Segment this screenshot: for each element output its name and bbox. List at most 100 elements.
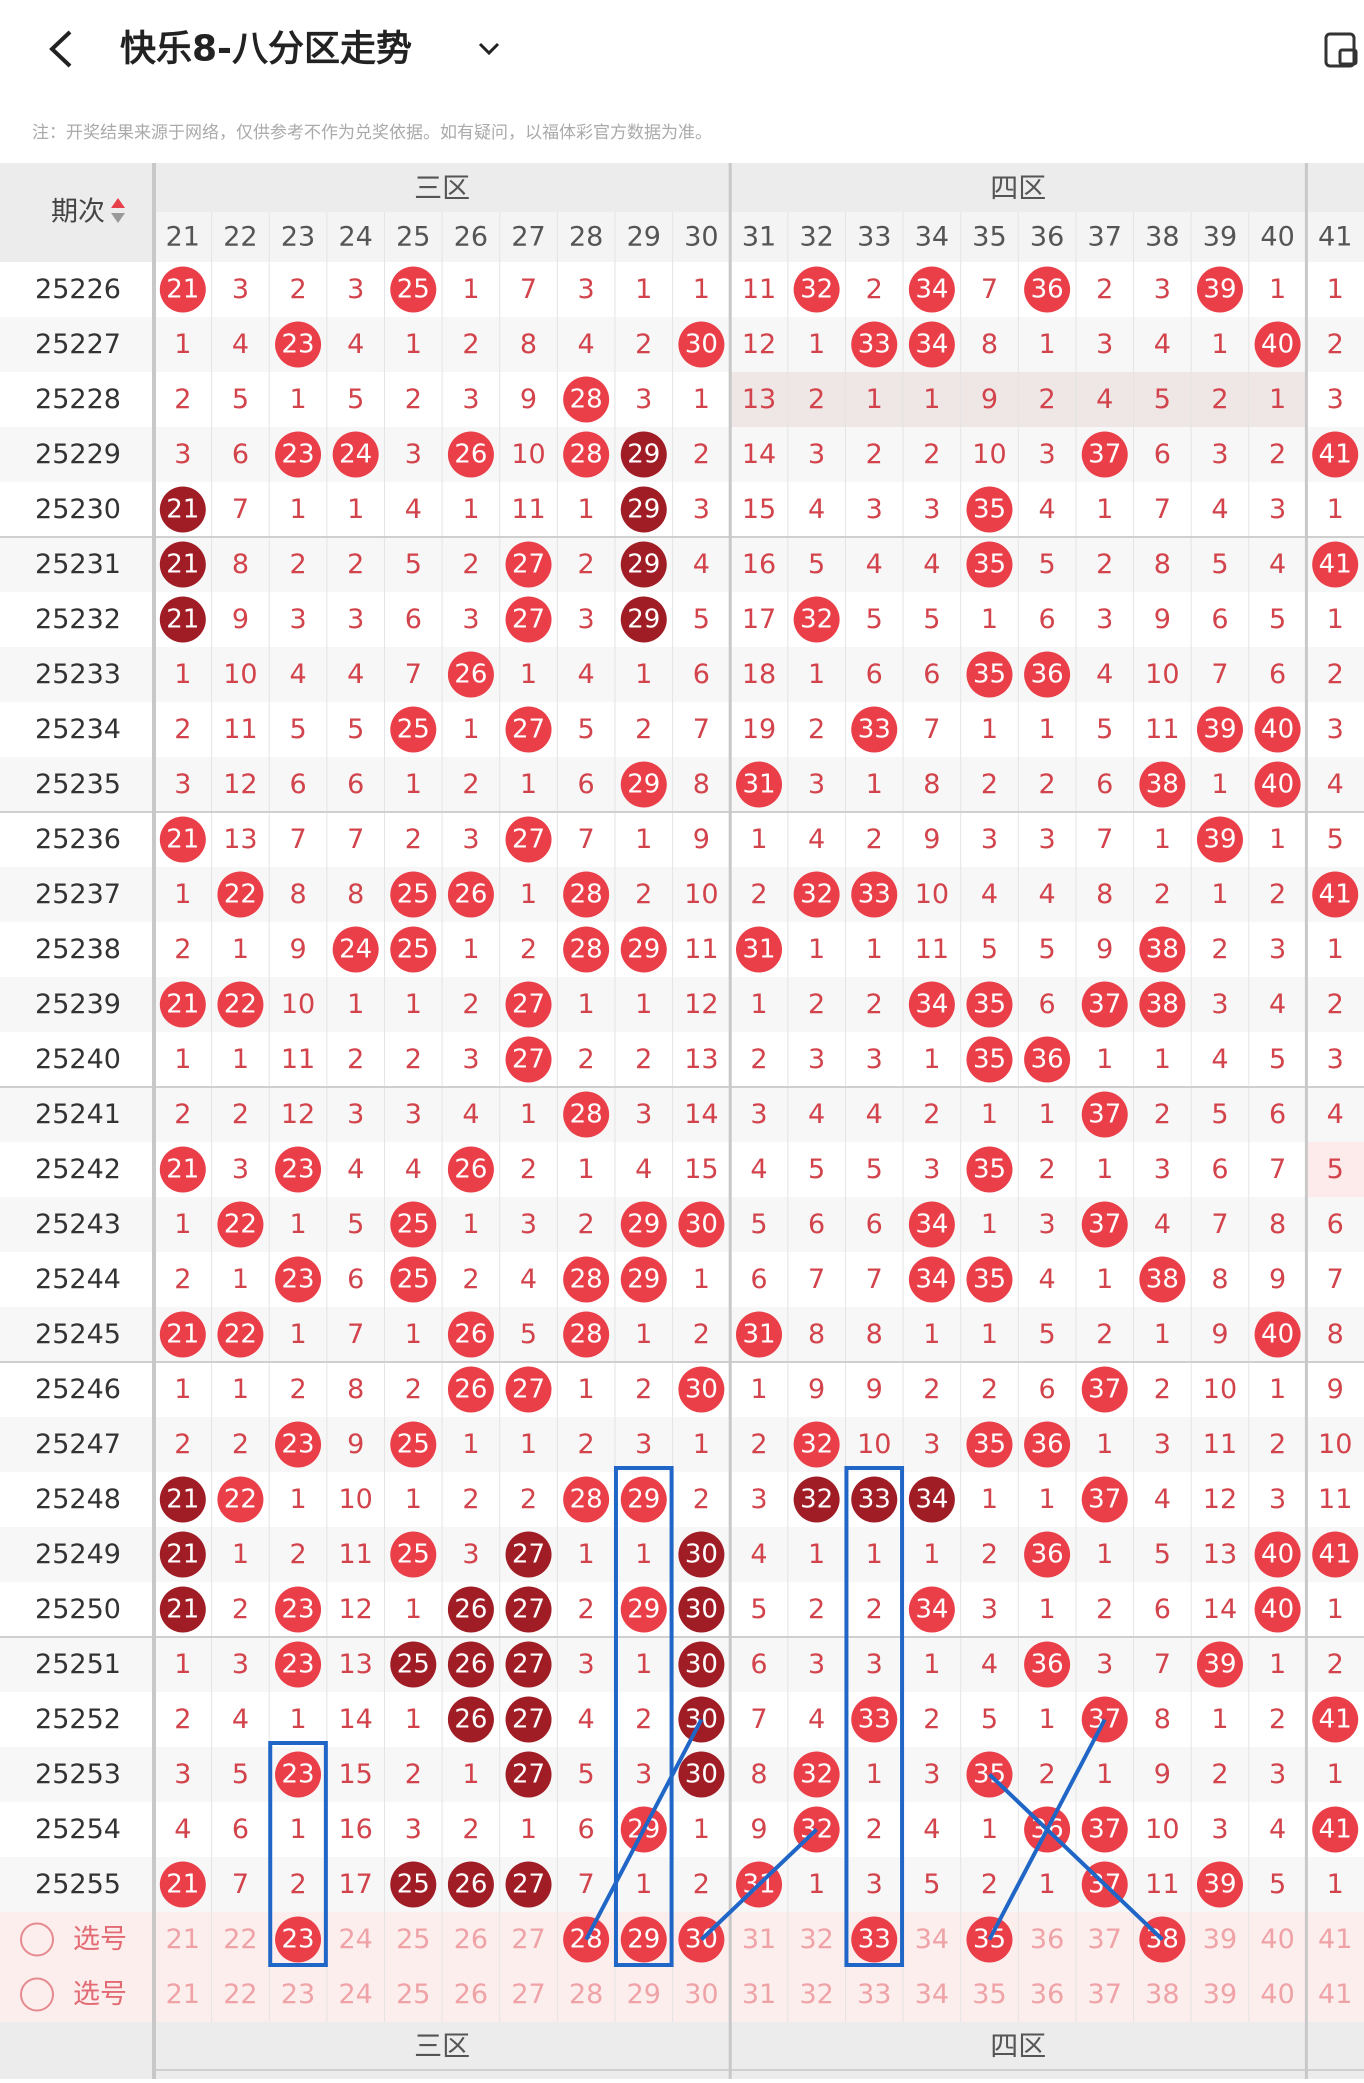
cell-value: 26 xyxy=(454,1979,488,2010)
cell-value: 9 xyxy=(1327,1374,1344,1405)
cell-value: 2 xyxy=(1327,989,1344,1020)
cell-value: 2 xyxy=(578,1594,595,1625)
cell-value: 30 xyxy=(685,1760,718,1790)
hit-ball xyxy=(678,1201,725,1248)
cell-value: 5 xyxy=(1039,549,1056,580)
hit-ball xyxy=(447,1311,494,1358)
cell-value: 4 xyxy=(232,1704,249,1735)
cell-value: 29 xyxy=(627,550,660,580)
hit-ball xyxy=(1312,871,1359,918)
period: 25234 xyxy=(35,714,121,745)
cell-value: 17 xyxy=(338,1869,372,1900)
cell-value: 1 xyxy=(347,989,364,1020)
cell-value: 5 xyxy=(289,714,306,745)
cell-value: 8 xyxy=(1154,1704,1171,1735)
cell-value: 3 xyxy=(1039,1209,1056,1240)
cell-value: 26 xyxy=(454,1870,487,1900)
cell-value: 25 xyxy=(396,1979,430,2010)
cell-value: 35 xyxy=(973,1155,1006,1185)
hit-ball xyxy=(1081,1366,1128,1413)
cell-value: 6 xyxy=(347,769,364,800)
cell-value: 1 xyxy=(693,384,710,415)
cell-value: 2 xyxy=(923,1374,940,1405)
cell-value: 4 xyxy=(808,1099,825,1130)
cell-value: 2 xyxy=(1327,1649,1344,1680)
cell-value: 6 xyxy=(405,604,422,635)
hit-ball xyxy=(505,596,552,643)
cell-value: 8 xyxy=(981,329,998,360)
hit-ball xyxy=(217,1311,264,1358)
cell-value: 1 xyxy=(635,1869,652,1900)
back-button[interactable] xyxy=(49,30,72,68)
cell-value: 28 xyxy=(570,1320,603,1350)
cell-value: 36 xyxy=(1031,1650,1064,1680)
cell-value: 21 xyxy=(166,1320,199,1350)
cell-value: 12 xyxy=(338,1594,372,1625)
cell-value: 4 xyxy=(1269,1814,1286,1845)
hit-ball xyxy=(563,1311,610,1358)
cell-value: 1 xyxy=(520,879,537,910)
cell-value: 33 xyxy=(858,880,891,910)
cell-value: 3 xyxy=(923,1759,940,1790)
cell-value: 3 xyxy=(1211,989,1228,1020)
cell-value: 14 xyxy=(742,439,776,470)
cell-value: 2 xyxy=(462,329,479,360)
annotation-line xyxy=(700,1828,819,1941)
cell-value: 5 xyxy=(1154,1539,1171,1570)
cell-value: 8 xyxy=(693,769,710,800)
cell-value: 8 xyxy=(347,1374,364,1405)
cell-value: 2 xyxy=(232,1099,249,1130)
cell-value: 3 xyxy=(347,604,364,635)
title-dropdown[interactable] xyxy=(478,42,500,56)
cell-value: 6 xyxy=(578,769,595,800)
select-toggle[interactable] xyxy=(20,1977,54,2012)
cell-value: 40 xyxy=(1261,1595,1294,1625)
column-number: 28 xyxy=(569,222,603,253)
cell-value: 5 xyxy=(1154,384,1171,415)
cell-value: 9 xyxy=(866,1374,883,1405)
cell-value: 1 xyxy=(174,329,191,360)
cell-value: 5 xyxy=(578,1759,595,1790)
cell-value: 29 xyxy=(627,1979,661,2010)
cell-value: 6 xyxy=(750,1264,767,1295)
cell-value: 1 xyxy=(1096,1429,1113,1460)
hit-ball xyxy=(793,1751,840,1798)
cell-value: 2 xyxy=(808,384,825,415)
cell-value: 27 xyxy=(512,715,545,745)
cell-value: 11 xyxy=(1203,1429,1237,1460)
cell-value: 4 xyxy=(923,1814,940,1845)
column-number: 25 xyxy=(396,222,430,253)
cell-value: 1 xyxy=(1039,1704,1056,1735)
cell-value: 3 xyxy=(1269,494,1286,525)
cell-value: 37 xyxy=(1088,990,1121,1020)
cell-value: 13 xyxy=(223,824,257,855)
cell-value: 36 xyxy=(1031,1430,1064,1460)
hit-ball-repeat xyxy=(447,1641,494,1688)
row-bg xyxy=(0,482,1364,537)
cell-value: 21 xyxy=(166,275,199,305)
cell-value: 26 xyxy=(454,1650,487,1680)
cell-value: 6 xyxy=(1327,1209,1344,1240)
cell-value: 4 xyxy=(578,329,595,360)
cell-value: 41 xyxy=(1319,880,1352,910)
column-number: 38 xyxy=(1145,222,1179,253)
hit-ball xyxy=(966,1036,1013,1083)
cell-value: 8 xyxy=(866,1319,883,1350)
hit-ball xyxy=(159,1311,206,1358)
cell-value: 4 xyxy=(1039,494,1056,525)
cell-value: 6 xyxy=(1211,1154,1228,1185)
cell-value: 27 xyxy=(512,1045,545,1075)
orientation-icon[interactable] xyxy=(1324,32,1358,68)
cell-value: 1 xyxy=(1327,1869,1344,1900)
cell-value: 2 xyxy=(693,1869,710,1900)
cell-value: 7 xyxy=(347,1319,364,1350)
cell-value: 4 xyxy=(1096,659,1113,690)
cell-value: 2 xyxy=(232,1429,249,1460)
cell-value: 1 xyxy=(635,824,652,855)
hit-ball xyxy=(390,1531,437,1578)
cell-value: 34 xyxy=(915,990,948,1020)
hit-ball xyxy=(908,266,955,313)
cell-value: 1 xyxy=(232,1044,249,1075)
cell-value: 7 xyxy=(405,659,422,690)
select-toggle[interactable] xyxy=(20,1922,54,1957)
